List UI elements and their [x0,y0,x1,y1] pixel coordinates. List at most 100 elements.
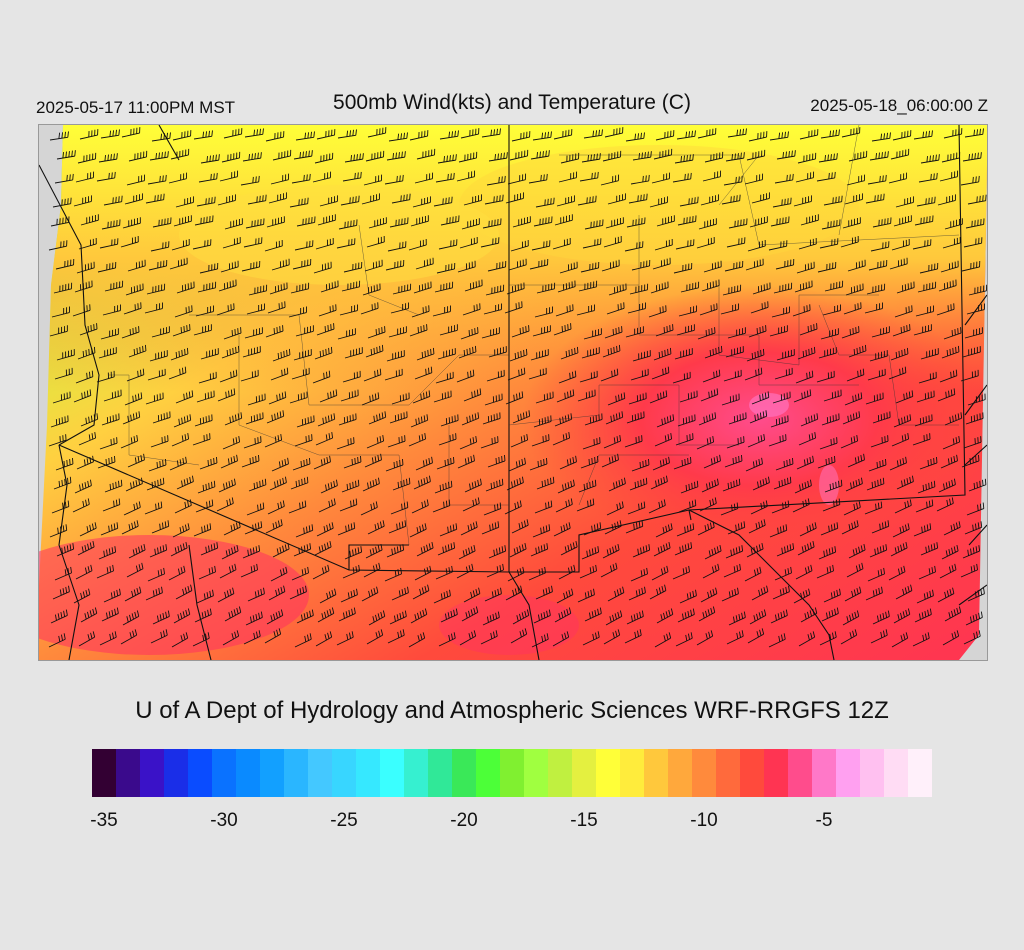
wind-barb [433,589,451,604]
wind-barb [339,304,358,316]
wind-barb [962,545,981,559]
wind-barb [103,195,123,206]
wind-barb [296,609,314,624]
colorbar-swatch [620,749,644,797]
wind-barb [966,303,985,315]
colorbar-swatch [740,749,764,797]
wind-barb [794,280,813,293]
wind-barb [96,564,114,579]
wind-barb [412,390,431,404]
wind-barb [77,346,96,360]
wind-barb [938,279,957,292]
wind-barb [391,392,410,405]
wind-barb [648,305,667,318]
wind-barb [576,304,595,316]
wind-barb [247,393,266,406]
wind-barb [319,195,338,207]
wind-barb [384,368,403,381]
wind-barb [675,239,695,250]
wind-barb [362,477,380,492]
wind-barb [391,586,409,601]
wind-barb [77,540,95,556]
wind-barb [438,433,457,446]
wind-barb [823,195,843,206]
wind-barb [315,631,333,647]
wind-barb [579,370,598,383]
wind-barb [968,284,987,296]
colorbar-swatch [332,749,356,797]
wind-barb [50,415,69,428]
wind-barb [679,589,697,604]
wind-barb [848,150,868,162]
wind-barb [361,193,380,205]
wind-barb [124,193,143,205]
wind-barb [576,498,595,512]
wind-barb [896,475,914,490]
wind-barb [385,458,404,472]
wind-barb [867,567,885,582]
wind-barb [819,631,837,646]
wind-barb [411,305,430,318]
wind-barb [744,173,764,185]
wind-barb [149,350,168,362]
wind-barb [606,501,624,516]
wind-barb [607,193,626,205]
wind-barb [150,435,169,448]
wind-barb [409,130,429,141]
wind-barb [96,370,115,383]
wind-barb [603,629,621,645]
wind-barb [412,584,430,600]
wind-barb [270,173,290,185]
wind-barb [367,326,386,339]
wind-barb [244,521,263,535]
wind-barb [917,281,937,293]
wind-barb [674,348,693,360]
wind-barb [699,497,717,512]
wind-barb [414,172,434,184]
wind-barb [655,523,673,538]
wind-barb [217,388,236,402]
wind-barb [893,414,912,428]
wind-barb [168,172,188,184]
colorbar-tick-label: -15 [570,810,598,831]
wind-barb [920,154,940,164]
wind-barb [148,259,168,271]
wind-barb [603,235,622,248]
wind-barbs [48,127,987,648]
wind-barb [868,458,887,472]
wind-barb [937,587,955,603]
wind-barb [49,325,68,337]
wind-barb [916,390,935,403]
wind-barb [175,390,194,404]
wind-barb [74,280,93,293]
wind-barb [241,454,260,468]
wind-barb [866,283,886,295]
wind-barb [488,346,507,358]
wind-barb [653,347,672,361]
wind-barb [293,543,312,557]
wind-barb [871,132,891,142]
wind-barb [672,371,691,384]
wind-barb [941,345,960,359]
wind-barb [942,236,961,249]
wind-barb [889,456,907,471]
wind-barb [866,477,885,491]
wind-barb [439,324,458,336]
wind-barb [506,476,524,491]
colorbar-swatch [380,749,404,797]
wind-barb [797,540,815,556]
wind-barb [147,368,166,381]
wind-barb [461,606,479,622]
wind-barb [388,326,407,338]
wind-barb [847,259,866,272]
colorbar-swatch [812,749,836,797]
wind-barb [844,193,863,205]
wind-barb [577,195,597,206]
wind-barb [192,433,211,446]
wind-barb [746,348,765,362]
wind-barb [340,195,360,206]
wind-barb [630,368,649,381]
wind-barb [558,171,578,183]
wind-barb [436,262,456,274]
wind-barb [433,390,452,403]
